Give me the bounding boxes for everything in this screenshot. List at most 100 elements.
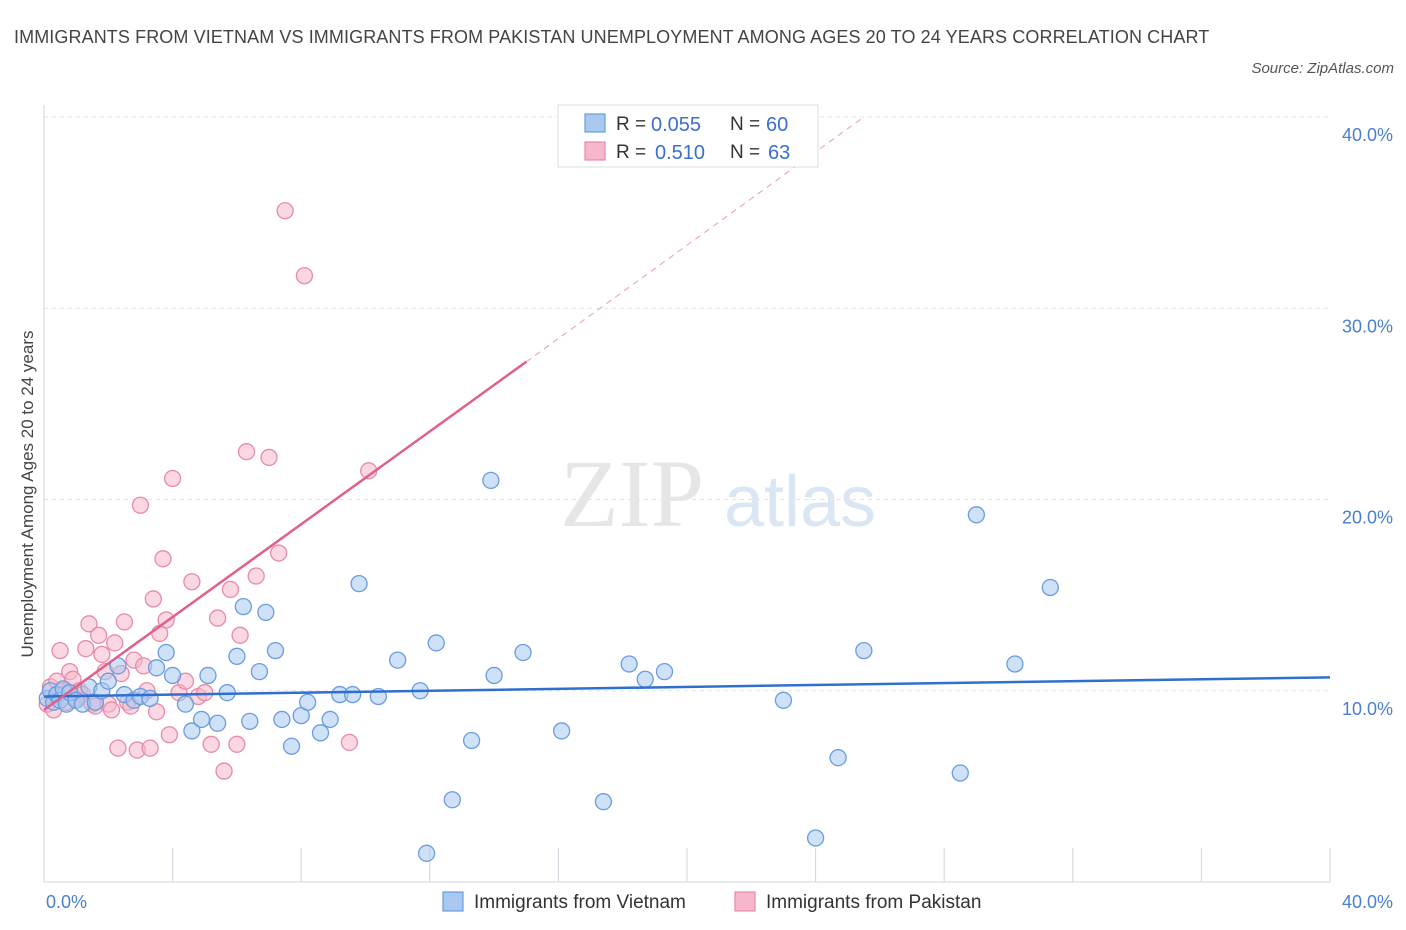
bottom-legend-pakistan: Immigrants from Pakistan: [766, 892, 981, 913]
vietnam-point-24: [192, 710, 211, 729]
pakistan-point-4: [51, 641, 69, 660]
vietnam-point-44: [388, 651, 407, 669]
vietnam-point-21: [163, 666, 182, 685]
vietnam-points: [38, 471, 1059, 862]
vietnam-point-42: [350, 575, 368, 593]
vietnam-point-31: [250, 662, 269, 681]
pakistan-point-17: [93, 645, 111, 664]
legend-n-label-pakistan: N =: [730, 142, 760, 163]
pakistan-point-32: [141, 739, 159, 757]
vietnam-point-32: [257, 603, 275, 621]
correlation-legend: R = 0.055 N = 60 R = 0.510 N = 63: [557, 104, 819, 168]
vietnam-point-28: [228, 647, 246, 665]
pakistan-point-49: [228, 735, 246, 753]
vietnam-point-58: [774, 691, 793, 709]
vietnam-point-22: [176, 695, 195, 713]
pakistan-point-47: [215, 762, 233, 780]
vietnam-point-60: [829, 749, 847, 767]
pakistan-point-50: [231, 626, 249, 644]
pakistan-point-13: [80, 615, 98, 633]
vietnam-point-35: [282, 737, 301, 755]
vietnam-point-19: [147, 659, 166, 677]
legend-r-value-pakistan: 0.510: [655, 142, 705, 164]
vietnam-point-23: [183, 722, 201, 740]
y-tick-label-0: 10.0%: [1342, 699, 1393, 719]
vietnam-point-37: [298, 693, 317, 711]
pakistan-point-56: [295, 267, 314, 285]
pakistan-point-55: [276, 202, 294, 220]
pakistan-point-57: [340, 733, 359, 752]
pakistan-point-45: [202, 735, 220, 753]
vietnam-point-54: [594, 793, 613, 811]
vietnam-point-52: [514, 643, 532, 662]
pakistan-point-52: [247, 567, 265, 585]
trend-lines: [43, 116, 1331, 711]
pakistan-point-33: [144, 590, 162, 608]
vietnam-point-61: [855, 641, 873, 660]
vietnam-point-13: [99, 672, 117, 690]
chart-title: IMMIGRANTS FROM VIETNAM VS IMMIGRANTS FR…: [14, 27, 1210, 47]
legend-swatch-pakistan: [584, 141, 606, 161]
legend-r-label-vietnam: R =: [616, 114, 646, 135]
x-tick-label-0: 0.0%: [46, 892, 87, 912]
vietnam-point-20: [157, 643, 175, 662]
vietnam-point-47: [427, 634, 445, 652]
vietnam-point-50: [482, 471, 500, 490]
x-tick-label-1: 40.0%: [1342, 892, 1393, 912]
bottom-legend-swatch-vietnam: [442, 891, 464, 912]
pakistan-point-29: [131, 496, 150, 514]
series-legend: Immigrants from Vietnam Immigrants from …: [442, 891, 981, 913]
tick-labels: 10.0% 20.0% 30.0% 40.0% 0.0% 40.0%: [46, 125, 1393, 912]
vietnam-trend-line: [43, 676, 1331, 698]
vietnam-point-30: [241, 712, 259, 730]
vietnam-point-55: [620, 655, 638, 673]
bottom-legend-vietnam: Immigrants from Vietnam: [474, 892, 686, 913]
legend-n-label-vietnam: N =: [730, 114, 760, 135]
pakistan-point-48: [221, 580, 240, 599]
pakistan-point-51: [237, 443, 256, 461]
axes: [43, 105, 1331, 883]
vietnam-point-49: [462, 731, 481, 750]
vietnam-point-18: [141, 689, 159, 708]
vietnam-point-51: [485, 666, 503, 685]
vietnam-point-25: [199, 666, 217, 685]
vietnam-point-65: [1041, 578, 1059, 597]
vietnam-point-53: [552, 722, 571, 740]
watermark-zip: ZIP: [560, 440, 704, 547]
y-tick-label-1: 20.0%: [1342, 508, 1393, 528]
vietnam-point-62: [951, 764, 969, 782]
vietnam-point-29: [234, 597, 252, 616]
legend-swatch-vietnam: [584, 113, 606, 133]
vietnam-point-26: [208, 714, 227, 732]
vietnam-point-64: [1006, 655, 1024, 673]
source-label: Source: ZipAtlas.com: [1251, 60, 1394, 77]
vietnam-point-63: [967, 506, 985, 524]
pakistan-point-24: [115, 613, 134, 631]
legend-r-label-pakistan: R =: [616, 142, 646, 163]
vietnam-point-33: [266, 641, 285, 660]
legend-n-value-pakistan: 63: [768, 142, 790, 164]
pakistan-point-42: [183, 573, 201, 591]
watermark-atlas: atlas: [724, 462, 876, 542]
pakistan-point-22: [109, 739, 127, 757]
pakistan-point-16: [90, 626, 108, 644]
vietnam-point-34: [273, 710, 291, 729]
vietnam-point-39: [321, 710, 339, 729]
y-tick-label-3: 40.0%: [1342, 125, 1393, 145]
legend-n-value-vietnam: 60: [766, 114, 788, 136]
vietnam-point-38: [311, 724, 330, 742]
pakistan-point-12: [77, 640, 95, 658]
pakistan-trend-line: [43, 360, 527, 711]
y-tick-label-2: 30.0%: [1342, 316, 1393, 336]
vietnam-point-57: [655, 662, 674, 681]
pakistan-trend-extension: [525, 116, 865, 363]
vietnam-point-59: [806, 829, 825, 847]
pakistan-point-54: [270, 544, 288, 562]
vietnam-point-46: [417, 844, 436, 862]
vietnam-point-48: [443, 791, 461, 809]
pakistan-point-44: [196, 684, 214, 702]
pakistan-point-21: [106, 634, 124, 652]
pakistan-point-53: [260, 448, 278, 467]
legend-r-value-vietnam: 0.055: [651, 114, 701, 136]
vietnam-point-56: [636, 670, 654, 688]
